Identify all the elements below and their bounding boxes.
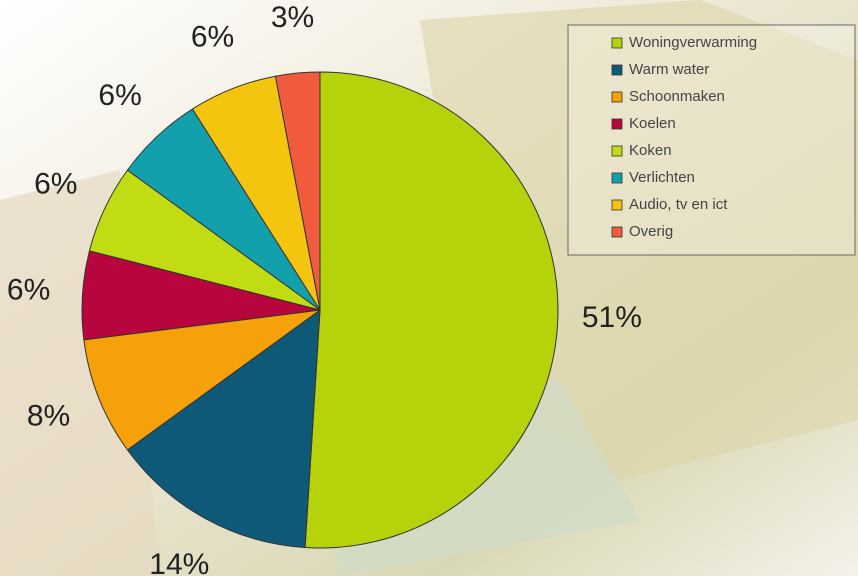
pie-slice	[126, 308, 321, 549]
data-label: 6%	[98, 79, 141, 112]
legend-swatch	[611, 226, 623, 238]
legend-label: Verlichten	[629, 169, 695, 186]
legend-label: Woningverwarming	[629, 34, 757, 51]
pie: 51% 14% 8% 6% 6% 6% 6% 3%	[7, 1, 642, 576]
data-label: 8%	[27, 399, 70, 432]
legend: Woningverwarming Warm water Schoonmaken Koe…	[611, 34, 757, 240]
pie-slice	[274, 71, 321, 311]
data-label: 6%	[34, 168, 77, 201]
data-label: 14%	[149, 548, 209, 576]
legend-label: Warm water	[629, 61, 709, 78]
legend-swatch	[611, 91, 623, 103]
legend-label: Overig	[629, 223, 673, 240]
data-label: 6%	[191, 20, 234, 53]
legend-label: Audio, tv en ict	[629, 196, 728, 213]
legend-swatch	[611, 172, 623, 184]
legend-label: Koelen	[629, 115, 676, 132]
pie-slice	[304, 71, 559, 549]
legend-swatch	[611, 199, 623, 211]
legend-label: Schoonmaken	[629, 88, 725, 105]
data-label: 6%	[7, 274, 50, 307]
legend-box	[567, 24, 856, 256]
legend-swatch	[611, 118, 623, 130]
legend-swatch	[611, 64, 623, 76]
legend-swatch	[611, 145, 623, 157]
legend-swatch	[611, 37, 623, 49]
legend-label: Koken	[629, 142, 672, 159]
data-label: 51%	[582, 301, 642, 334]
pie-slice	[83, 309, 321, 451]
data-label: 3%	[271, 1, 314, 34]
